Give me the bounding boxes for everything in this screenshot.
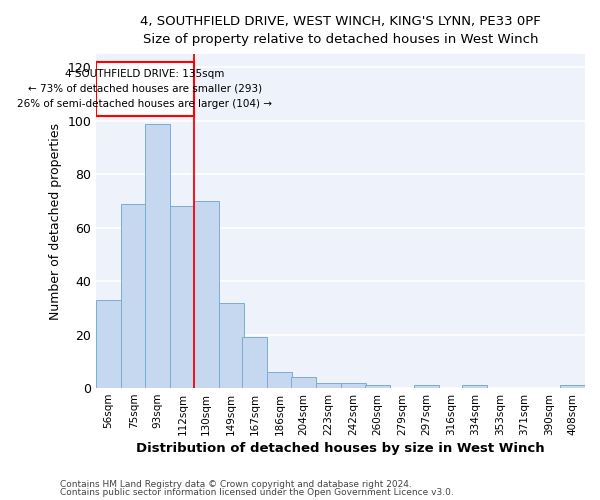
Bar (413, 386, 439, 388)
Bar (96, 62, 194, 116)
Y-axis label: Number of detached properties: Number of detached properties (49, 122, 62, 320)
Bar (365, 386, 390, 388)
Bar (291, 378, 316, 388)
Bar (463, 386, 487, 388)
Text: Contains HM Land Registry data © Crown copyright and database right 2024.: Contains HM Land Registry data © Crown c… (60, 480, 412, 489)
Title: 4, SOUTHFIELD DRIVE, WEST WINCH, KING'S LYNN, PE33 0PF
Size of property relative: 4, SOUTHFIELD DRIVE, WEST WINCH, KING'S … (140, 15, 541, 46)
Bar (316, 382, 341, 388)
Bar (194, 201, 218, 388)
Bar (218, 302, 244, 388)
Text: 4 SOUTHFIELD DRIVE: 135sqm
← 73% of detached houses are smaller (293)
26% of sem: 4 SOUTHFIELD DRIVE: 135sqm ← 73% of deta… (17, 69, 272, 108)
Bar (560, 386, 585, 388)
Bar (145, 124, 170, 388)
Bar (341, 382, 366, 388)
X-axis label: Distribution of detached houses by size in West Winch: Distribution of detached houses by size … (136, 442, 545, 455)
Bar (96, 300, 121, 388)
Bar (170, 206, 195, 388)
Bar (242, 338, 268, 388)
Bar (268, 372, 292, 388)
Bar (121, 204, 146, 388)
Text: Contains public sector information licensed under the Open Government Licence v3: Contains public sector information licen… (60, 488, 454, 497)
